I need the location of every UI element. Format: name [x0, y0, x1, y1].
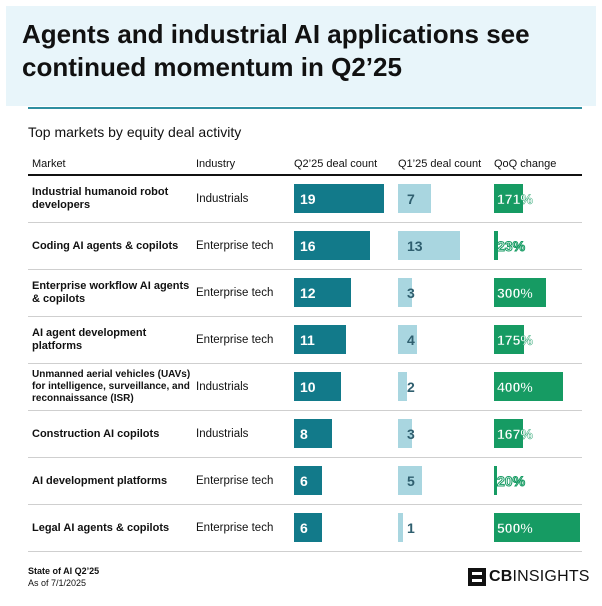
- q2-deal-count: 8: [300, 426, 308, 442]
- q2-deal-bar: [294, 419, 332, 448]
- q1-deal-count: 7: [407, 191, 415, 207]
- q2-deal-count: 19: [300, 191, 316, 207]
- table-row: Construction AI copilots Industrials 8 3 167…: [28, 411, 582, 458]
- industry-name: Industrials: [196, 428, 249, 440]
- market-name: Unmanned aerial vehicles (UAVs) for inte…: [32, 369, 191, 404]
- q1-deal-bar: [398, 325, 417, 354]
- market-name: Enterprise workflow AI agents & copilots: [32, 280, 190, 305]
- qoq-change-bar: [494, 466, 498, 495]
- qoq-change-bar: [494, 513, 580, 542]
- market-name: AI agent development platforms: [32, 327, 147, 352]
- industry-name: Industrials: [196, 381, 249, 393]
- q1-deal-count: 5: [407, 473, 415, 489]
- market-name: Coding AI agents & copilots: [32, 239, 179, 252]
- logo-insights-text: INSIGHTS: [512, 568, 590, 585]
- q2-deal-bar: [294, 372, 342, 401]
- table-row: Unmanned aerial vehicles (UAVs) for inte…: [28, 364, 582, 411]
- logo-cb-text: CB: [489, 568, 513, 585]
- table-row: Legal AI agents & copilots Enterprise tec…: [28, 505, 582, 552]
- col-header-industry: Industry: [196, 158, 236, 170]
- industry-name: Industrials: [196, 193, 249, 205]
- qoq-change-bar: [494, 184, 524, 213]
- table-row: Enterprise workflow AI agents & copilots…: [28, 270, 582, 317]
- qoq-change-value: 300%: [497, 285, 533, 301]
- footer-date: As of 7/1/2025: [28, 578, 87, 588]
- q1-deal-bar: [398, 278, 413, 307]
- table-row: Coding AI agents & copilots Enterprise te…: [28, 223, 582, 270]
- q1-deal-count: 3: [407, 426, 415, 442]
- qoq-change-value: 20%: [496, 473, 526, 490]
- qoq-change-value: 171%: [497, 191, 533, 207]
- qoq-change-value: 175%: [497, 332, 533, 348]
- q1-deal-bar: [398, 513, 403, 542]
- q2-deal-bar: [294, 278, 351, 307]
- q1-deal-bar: [398, 466, 422, 495]
- industry-name: Enterprise tech: [196, 475, 274, 487]
- q1-deal-count: 13: [407, 238, 423, 254]
- q2-deal-count: 6: [300, 473, 308, 489]
- qoq-change-value: 167%: [497, 426, 533, 442]
- q2-deal-bar: [294, 325, 347, 354]
- q2-deal-bar: [294, 466, 323, 495]
- industry-name: Enterprise tech: [196, 287, 274, 299]
- chart-subtitle: Top markets by equity deal activity: [28, 124, 242, 140]
- market-name: Industrial humanoid robot developers: [32, 186, 169, 211]
- table-row: AI agent development platforms Enterprise…: [28, 317, 582, 364]
- q2-deal-count: 6: [300, 520, 308, 536]
- q1-deal-bar: [398, 184, 432, 213]
- qoq-change-value: 400%: [497, 379, 533, 395]
- q1-deal-count: 1: [407, 520, 415, 536]
- q1-deal-bar: [398, 419, 413, 448]
- col-header-market: Market: [32, 158, 66, 170]
- page-title: Agents and industrial AI applications se…: [22, 19, 530, 82]
- q2-deal-count: 11: [300, 332, 315, 348]
- footer-report-name: State of AI Q2’25: [28, 566, 100, 576]
- q2-deal-count: 12: [300, 285, 316, 301]
- q1-deal-count: 2: [407, 379, 415, 395]
- col-header-qoq: QoQ change: [494, 158, 557, 170]
- industry-name: Enterprise tech: [196, 334, 274, 346]
- q2-deal-bar: [294, 513, 323, 542]
- q1-deal-count: 3: [407, 285, 415, 301]
- table-row: Industrial humanoid robot developers Indu…: [28, 176, 582, 223]
- title-divider: [28, 107, 582, 109]
- industry-name: Enterprise tech: [196, 240, 274, 252]
- qoq-change-value: 500%: [497, 520, 533, 536]
- industry-name: Enterprise tech: [196, 522, 274, 534]
- qoq-change-bar: [494, 372, 563, 401]
- cb-logo-icon: [468, 568, 486, 586]
- q2-deal-count: 10: [300, 379, 316, 395]
- q1-deal-bar: [398, 231, 460, 260]
- qoq-change-bar: [494, 231, 498, 260]
- header-band: [6, 6, 596, 106]
- market-name: Legal AI agents & copilots: [32, 521, 170, 534]
- qoq-change-bar: [494, 278, 546, 307]
- header-divider: [28, 174, 582, 176]
- q2-deal-count: 16: [300, 238, 316, 254]
- cb-insights-logo: CB INSIGHTS: [468, 566, 590, 588]
- qoq-change-bar: [494, 325, 525, 354]
- q2-deal-bar: [294, 231, 370, 260]
- market-name: AI development platforms: [32, 474, 168, 487]
- market-name: Construction AI copilots: [32, 427, 160, 440]
- q1-deal-bar: [398, 372, 408, 401]
- qoq-change-bar: [494, 419, 523, 448]
- col-header-q1: Q1’25 deal count: [398, 158, 482, 170]
- col-header-q2: Q2’25 deal count: [294, 158, 378, 170]
- q1-deal-count: 4: [407, 332, 415, 348]
- table-row: AI development platforms Enterprise tech 6…: [28, 458, 582, 505]
- q2-deal-bar: [294, 184, 384, 213]
- qoq-change-value: 23%: [496, 238, 526, 255]
